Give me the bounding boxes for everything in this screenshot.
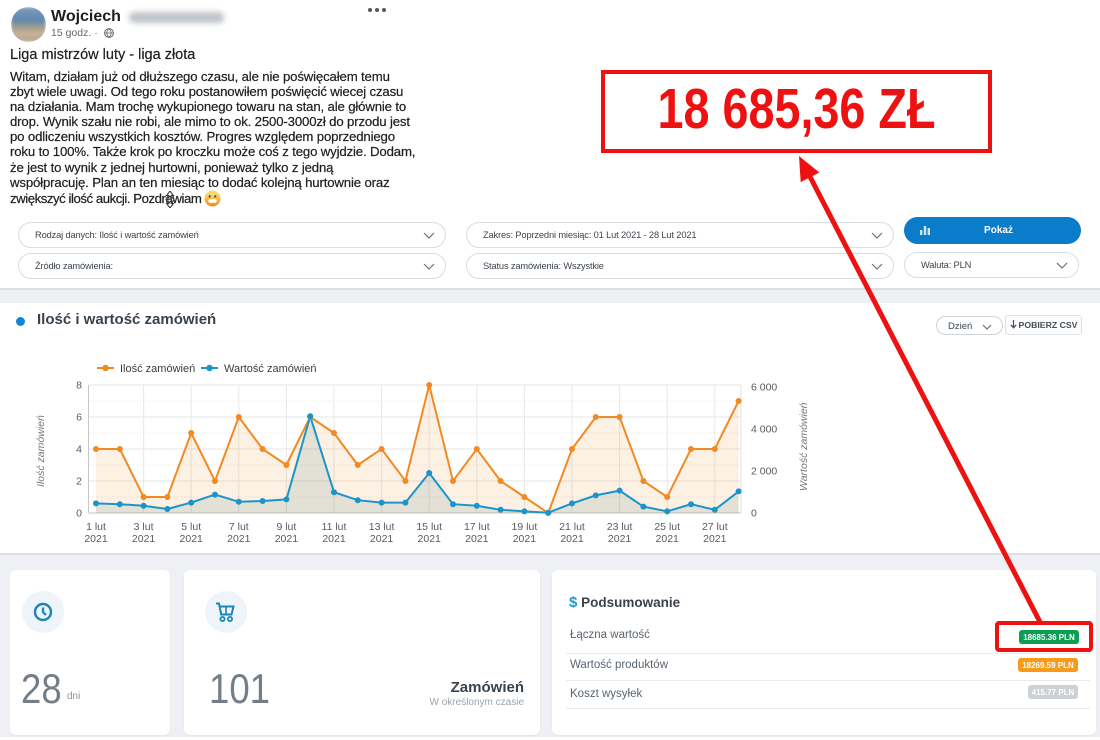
svg-text:2 000: 2 000 — [751, 466, 777, 478]
svg-text:2021: 2021 — [656, 533, 680, 545]
svg-text:6: 6 — [76, 412, 82, 424]
svg-text:25 lut: 25 lut — [654, 521, 680, 533]
svg-text:2021: 2021 — [370, 533, 394, 545]
svg-text:Wartość zamówień: Wartość zamówień — [224, 363, 317, 375]
svg-text:2021: 2021 — [84, 533, 108, 545]
svg-text:2021: 2021 — [703, 533, 727, 545]
svg-text:2021: 2021 — [227, 533, 251, 545]
svg-text:27 lut: 27 lut — [702, 521, 728, 533]
svg-text:13 lut: 13 lut — [369, 521, 395, 533]
svg-text:2021: 2021 — [513, 533, 537, 545]
svg-text:2021: 2021 — [275, 533, 299, 545]
svg-text:7 lut: 7 lut — [229, 521, 249, 533]
svg-text:6 000: 6 000 — [751, 382, 777, 394]
svg-text:2021: 2021 — [322, 533, 346, 545]
svg-text:17 lut: 17 lut — [464, 521, 490, 533]
svg-text:4: 4 — [76, 444, 82, 456]
svg-text:2021: 2021 — [465, 533, 489, 545]
svg-text:2: 2 — [76, 476, 82, 488]
svg-text:2021: 2021 — [560, 533, 584, 545]
svg-text:4 000: 4 000 — [751, 424, 777, 436]
svg-text:2021: 2021 — [608, 533, 632, 545]
svg-text:9 lut: 9 lut — [276, 521, 296, 533]
svg-text:8: 8 — [76, 380, 82, 392]
svg-text:11 lut: 11 lut — [322, 521, 347, 533]
svg-text:2021: 2021 — [418, 533, 442, 545]
svg-text:Wartość zamówień: Wartość zamówień — [798, 402, 810, 491]
svg-text:Ilość zamówień: Ilość zamówień — [35, 415, 47, 487]
svg-text:Ilość zamówień: Ilość zamówień — [120, 363, 195, 375]
svg-text:3 lut: 3 lut — [134, 521, 154, 533]
svg-text:2021: 2021 — [180, 533, 204, 545]
svg-text:5 lut: 5 lut — [181, 521, 201, 533]
svg-text:21 lut: 21 lut — [559, 521, 585, 533]
svg-text:0: 0 — [76, 508, 82, 520]
svg-text:2021: 2021 — [132, 533, 156, 545]
svg-text:19 lut: 19 lut — [512, 521, 538, 533]
svg-text:0: 0 — [751, 508, 757, 520]
svg-text:23 lut: 23 lut — [607, 521, 633, 533]
svg-text:1 lut: 1 lut — [86, 521, 106, 533]
svg-text:15 lut: 15 lut — [416, 521, 442, 533]
